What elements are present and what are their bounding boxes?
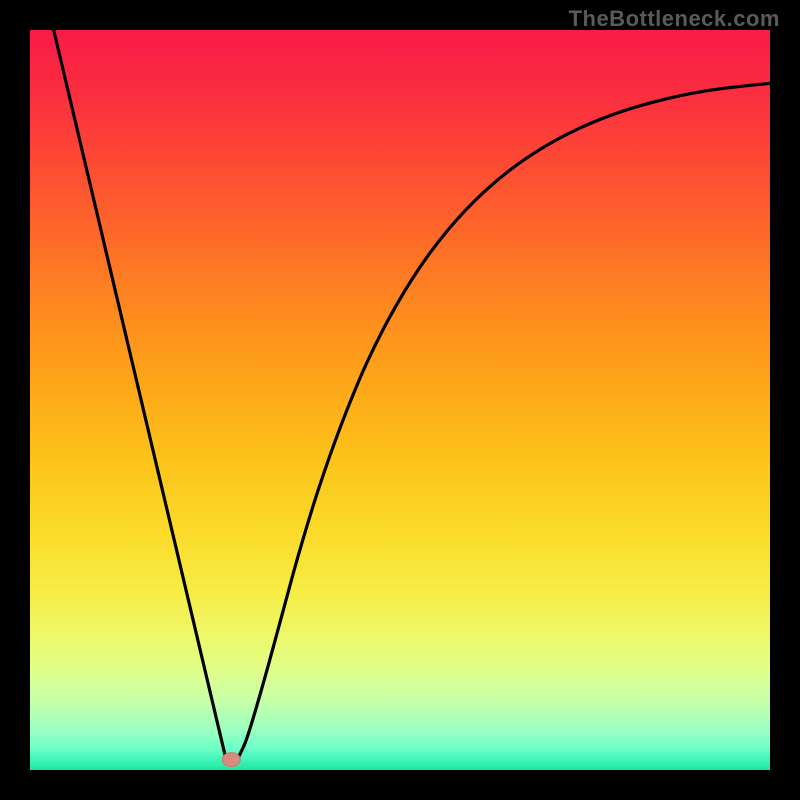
bottleneck-chart xyxy=(30,30,770,770)
watermark-text: TheBottleneck.com xyxy=(569,6,780,32)
minimum-marker xyxy=(222,753,240,767)
